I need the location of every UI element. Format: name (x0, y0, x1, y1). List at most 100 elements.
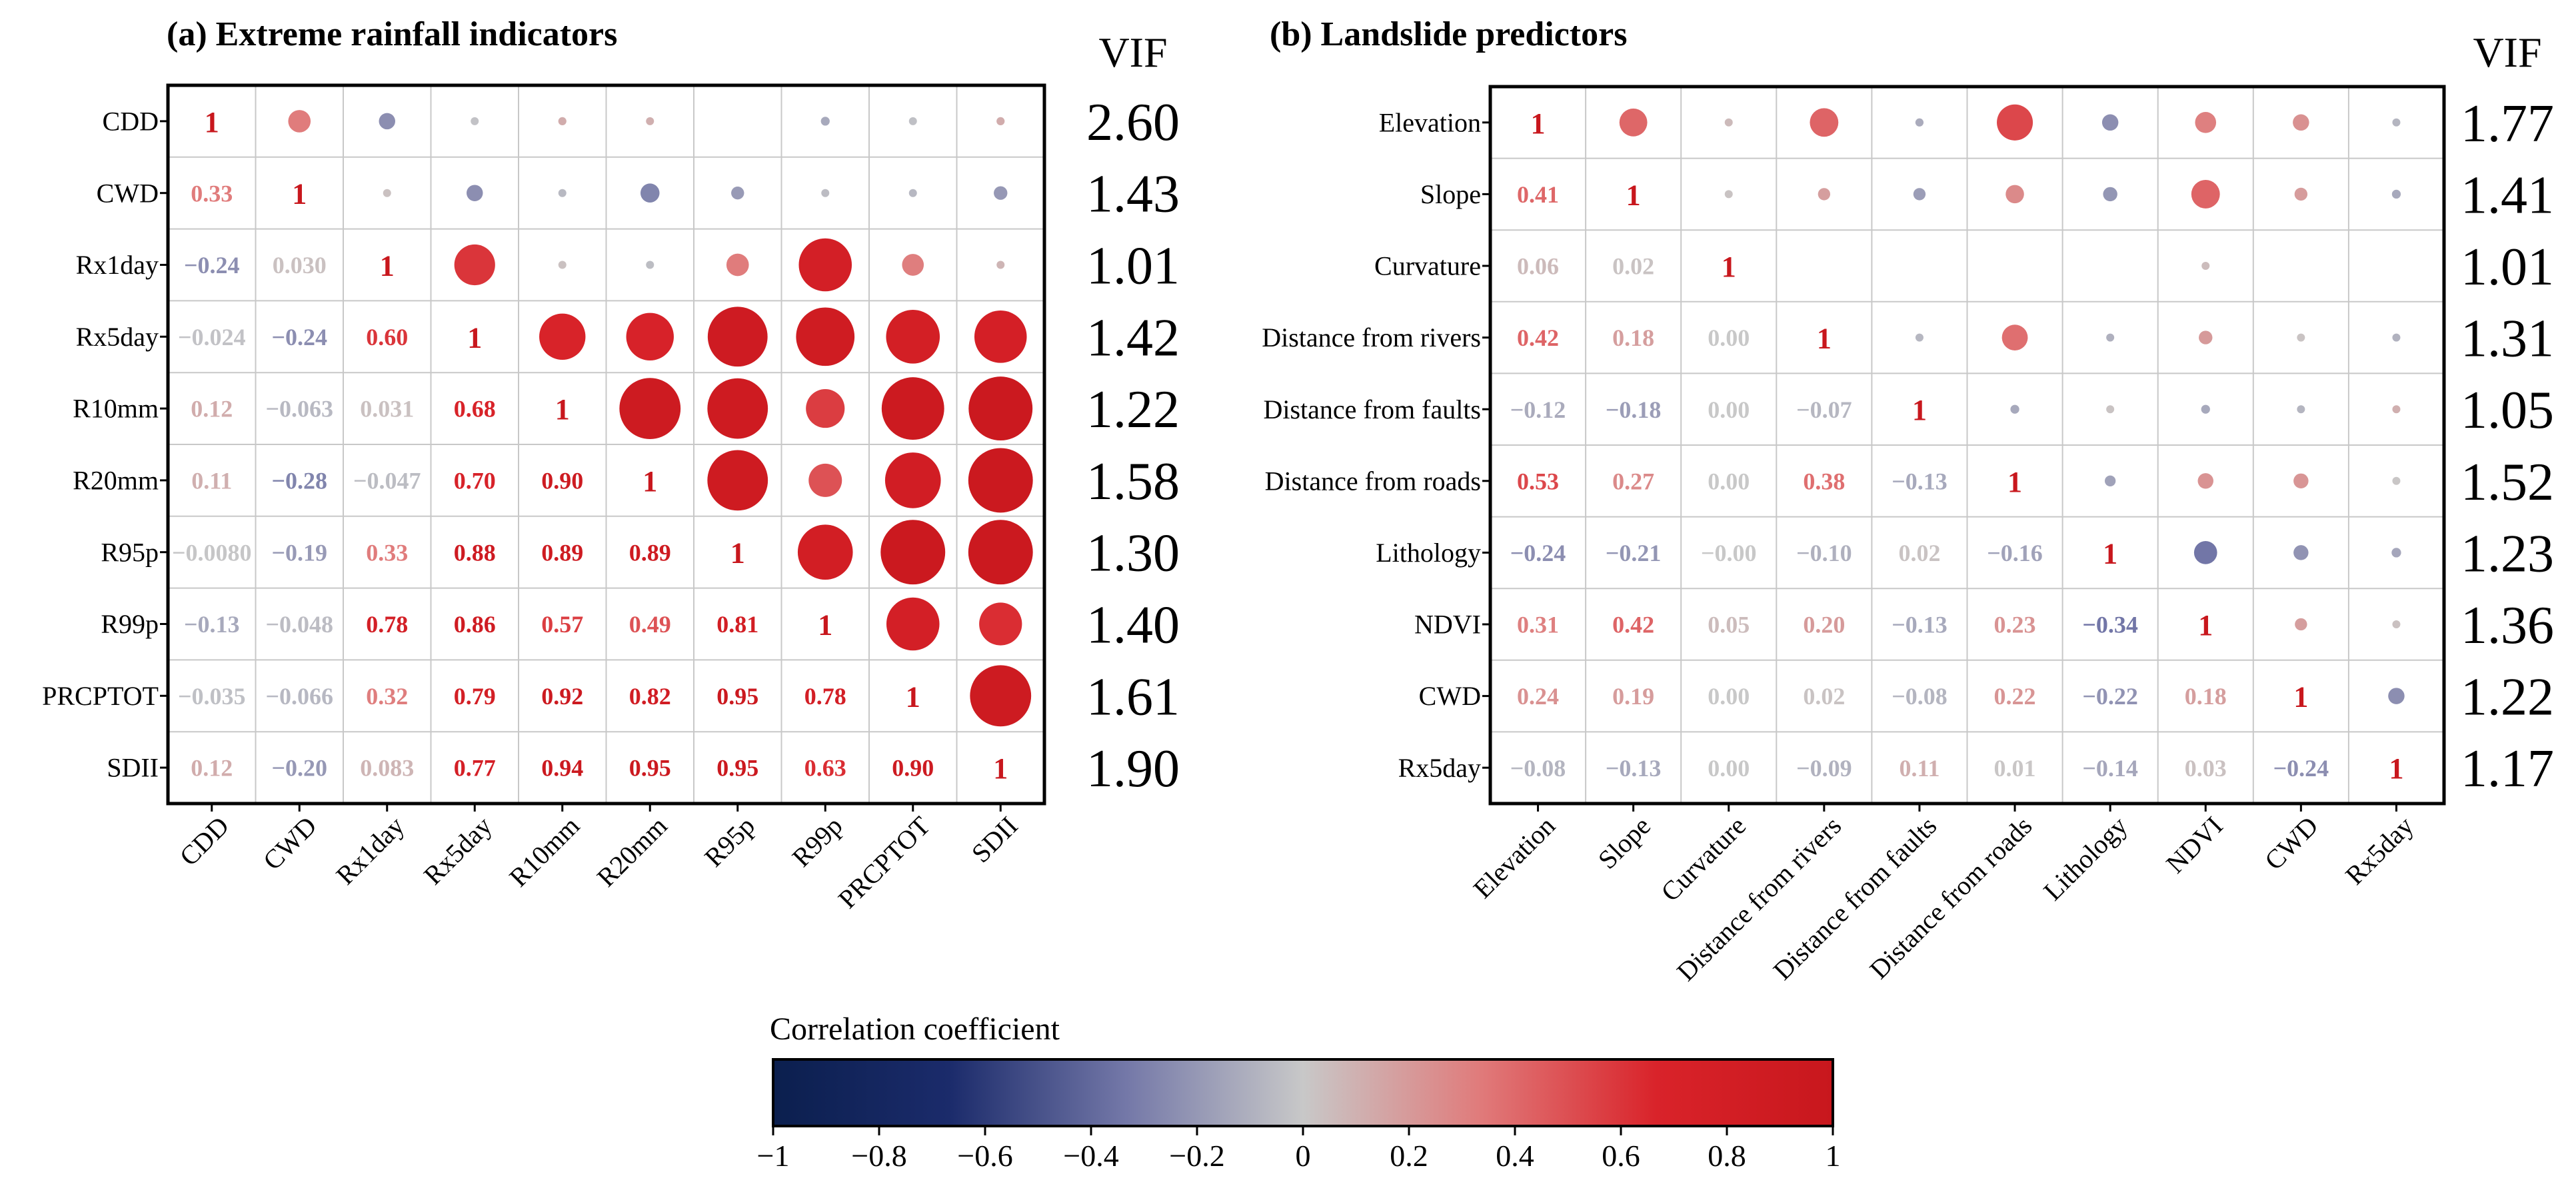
corr-circle-b (2295, 618, 2307, 631)
corr-circle-b (2293, 545, 2309, 560)
corr-circle-b (2191, 179, 2220, 209)
corr-circle-b (2392, 620, 2401, 628)
corr-label-b: 0.00 (1708, 468, 1750, 494)
corr-label-b: −0.10 (1796, 540, 1852, 566)
corr-circle-b (2391, 548, 2401, 558)
row-label-b-ndvi: NDVI (1414, 610, 1481, 640)
corr-circle-a (558, 117, 567, 126)
corr-circle-a (994, 186, 1008, 200)
corr-label-b: 0.02 (1803, 683, 1845, 710)
corr-label-b: −0.34 (2082, 612, 2138, 638)
corr-label-b: 0.24 (1517, 683, 1559, 710)
corr-circle-a (558, 261, 567, 269)
row-label-b-distance-from-rivers: Distance from rivers (1262, 322, 1481, 352)
row-label-b-slope: Slope (1420, 179, 1481, 209)
corr-label-a: −0.24 (271, 324, 327, 350)
corr-label-b: 0.06 (1517, 253, 1559, 280)
colorbar-tick-label: −0.2 (1169, 1139, 1224, 1173)
corr-circle-b (1997, 104, 2033, 141)
corr-label-b: 0.02 (1898, 540, 1940, 566)
corr-label-a: 0.89 (541, 539, 583, 566)
corr-label-b: 0.03 (2185, 755, 2227, 782)
row-label-b-curvature: Curvature (1374, 251, 1481, 281)
diag-label-a: 1 (380, 250, 395, 283)
vif-value-a-rx1day: 1.01 (1086, 237, 1180, 296)
corr-label-b: 0.18 (1612, 324, 1654, 351)
corr-circle-b (1915, 333, 1924, 342)
corr-label-a: −0.048 (265, 611, 333, 638)
row-label-a-rx5day: Rx5day (76, 322, 159, 352)
corr-circle-a (288, 110, 311, 133)
corr-label-b: 0.00 (1708, 324, 1750, 351)
diag-label-a: 1 (467, 321, 482, 354)
diag-label-b: 1 (1912, 394, 1927, 426)
corr-label-a: 0.90 (541, 468, 583, 494)
row-label-a-sdii: SDII (107, 753, 159, 783)
corr-label-a: −0.066 (265, 683, 333, 710)
col-label-b-slope: Slope (1592, 811, 1656, 875)
corr-circle-b (2199, 330, 2213, 344)
corr-circle-a (797, 524, 853, 580)
corr-circle-b (2293, 114, 2309, 131)
diag-label-b: 1 (1817, 322, 1832, 355)
vif-value-b-rx5day: 1.17 (2461, 740, 2554, 798)
corr-circle-a (968, 376, 1033, 441)
col-label-b-distance-from-roads: Distance from roads (1864, 811, 2037, 985)
diag-label-a: 1 (205, 106, 219, 139)
corr-circle-a (471, 117, 479, 125)
diag-label-b: 1 (1626, 179, 1641, 211)
panel-a-extreme-rainfall: (a) Extreme rainfall indicators VIF CDD C… (42, 15, 1180, 914)
corr-circle-b (2392, 333, 2401, 342)
vif-value-b-curvature: 1.01 (2461, 238, 2554, 297)
corr-label-b: −0.21 (1606, 540, 1662, 566)
vif-value-a-r20mm: 1.58 (1086, 452, 1180, 511)
corr-label-a: 0.94 (541, 755, 583, 782)
corr-label-b: 0.19 (1612, 683, 1654, 710)
row-label-b-cwd: CWD (1419, 681, 1481, 711)
corr-circle-a (707, 378, 768, 439)
corr-circle-b (1724, 190, 1733, 199)
corr-label-a: −0.0080 (172, 539, 252, 566)
corr-circle-a (646, 261, 654, 269)
corr-label-a: −0.047 (353, 468, 421, 494)
corr-label-a: 0.81 (716, 611, 758, 638)
row-label-a-cdd: CDD (103, 107, 159, 137)
corr-label-b: −0.22 (2082, 683, 2138, 710)
corr-circle-b (2297, 405, 2305, 414)
corr-label-b: −0.24 (1510, 540, 1566, 566)
corr-label-a: −0.24 (184, 252, 240, 279)
corr-circle-a (996, 117, 1005, 126)
corr-circle-b (2391, 189, 2401, 199)
corr-circle-b (2010, 404, 2019, 414)
row-label-b-elevation: Elevation (1379, 107, 1481, 137)
corr-circle-b (2106, 405, 2115, 414)
corr-label-a: 0.86 (454, 611, 496, 638)
panel-b-landslide-predictors: (b) Landslide predictors VIF Elevation El… (1262, 15, 2554, 987)
corr-label-b: 0.20 (1803, 612, 1845, 638)
diag-label-b: 1 (1722, 251, 1736, 283)
row-label-b-distance-from-faults: Distance from faults (1263, 394, 1481, 424)
corr-circle-b (2201, 404, 2210, 414)
diag-label-b: 1 (2389, 752, 2403, 785)
corr-label-b: −0.13 (1606, 755, 1662, 782)
corr-circle-b (2104, 475, 2116, 486)
colorbar-tick-label: 0.4 (1496, 1139, 1534, 1173)
corr-label-b: 0.18 (2185, 683, 2227, 710)
corr-label-b: −0.24 (2273, 755, 2329, 782)
corr-label-a: 0.32 (366, 683, 408, 710)
corr-label-b: 0.01 (1994, 755, 2036, 782)
corr-circle-b (2392, 476, 2401, 485)
corr-circle-b (2001, 324, 2028, 350)
corr-label-a: 0.63 (804, 755, 846, 782)
col-label-a-cwd: CWD (257, 811, 323, 876)
corr-label-a: 0.82 (629, 683, 671, 710)
corr-label-b: −0.08 (1510, 755, 1566, 782)
corr-circle-a (646, 117, 654, 125)
corr-label-b: 0.11 (1899, 755, 1939, 782)
row-label-a-r10mm: R10mm (73, 394, 159, 424)
col-label-a-rx1day: Rx1day (330, 811, 410, 891)
corr-circle-b (2297, 333, 2305, 342)
corr-label-a: −0.13 (184, 611, 240, 638)
col-label-b-elevation: Elevation (1468, 811, 1561, 904)
corr-label-b: −0.07 (1796, 396, 1852, 423)
